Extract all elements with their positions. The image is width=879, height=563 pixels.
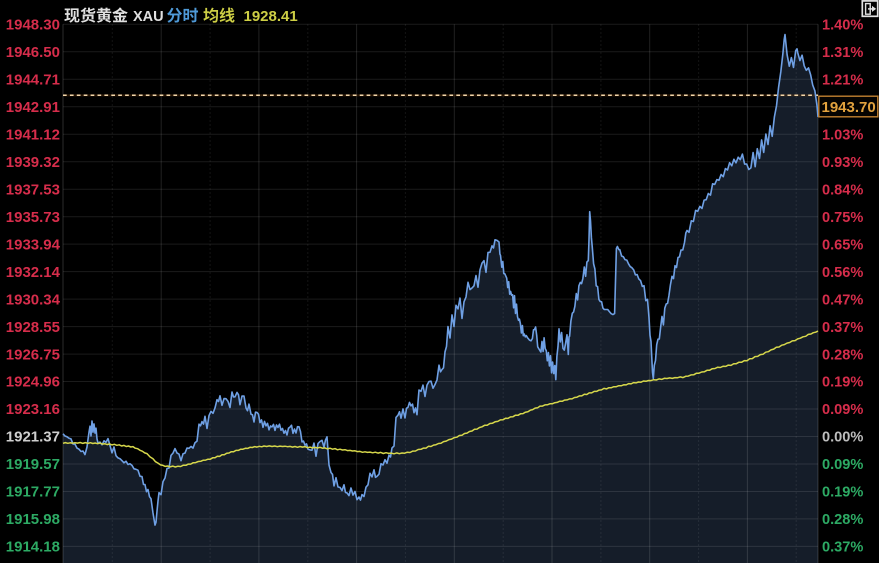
svg-text:1.31%: 1.31% bbox=[822, 45, 863, 61]
svg-text:0.37%: 0.37% bbox=[822, 540, 863, 556]
svg-text:1948.30: 1948.30 bbox=[6, 17, 60, 34]
svg-text:1915.98: 1915.98 bbox=[6, 511, 60, 528]
svg-text:0.28%: 0.28% bbox=[822, 347, 863, 363]
svg-text:1928.41: 1928.41 bbox=[244, 8, 298, 25]
svg-text:1935.73: 1935.73 bbox=[6, 209, 60, 226]
svg-text:0.75%: 0.75% bbox=[822, 210, 863, 226]
svg-text:1937.53: 1937.53 bbox=[6, 181, 60, 198]
svg-text:1.21%: 1.21% bbox=[822, 73, 863, 89]
svg-text:1941.12: 1941.12 bbox=[6, 126, 60, 143]
svg-text:1943.70: 1943.70 bbox=[822, 99, 876, 116]
svg-text:1946.50: 1946.50 bbox=[6, 44, 60, 61]
svg-text:0.93%: 0.93% bbox=[822, 155, 863, 171]
svg-text:0.37%: 0.37% bbox=[822, 320, 863, 336]
svg-text:1924.96: 1924.96 bbox=[6, 374, 60, 391]
svg-text:1926.75: 1926.75 bbox=[6, 346, 60, 363]
svg-text:1921.37: 1921.37 bbox=[6, 429, 60, 446]
svg-text:1919.57: 1919.57 bbox=[6, 456, 60, 473]
svg-text:1939.32: 1939.32 bbox=[6, 154, 60, 171]
svg-text:XAU: XAU bbox=[133, 9, 164, 25]
svg-text:0.84%: 0.84% bbox=[822, 182, 863, 198]
svg-text:1.03%: 1.03% bbox=[822, 127, 863, 143]
svg-text:1942.91: 1942.91 bbox=[6, 99, 60, 116]
svg-text:0.19%: 0.19% bbox=[822, 485, 863, 501]
svg-text:1933.94: 1933.94 bbox=[6, 236, 61, 253]
svg-text:0.19%: 0.19% bbox=[822, 375, 863, 391]
svg-text:1928.55: 1928.55 bbox=[6, 319, 60, 336]
svg-text:1944.71: 1944.71 bbox=[6, 72, 60, 89]
svg-text:0.65%: 0.65% bbox=[822, 237, 863, 253]
svg-text:0.00%: 0.00% bbox=[822, 430, 863, 446]
svg-text:0.47%: 0.47% bbox=[822, 292, 863, 308]
svg-text:1917.77: 1917.77 bbox=[6, 484, 60, 501]
svg-text:1932.14: 1932.14 bbox=[6, 264, 61, 281]
svg-text:1914.18: 1914.18 bbox=[6, 539, 60, 556]
svg-text:0.09%: 0.09% bbox=[822, 402, 863, 418]
svg-text:0.09%: 0.09% bbox=[822, 457, 863, 473]
svg-text:1930.34: 1930.34 bbox=[6, 291, 61, 308]
svg-text:0.56%: 0.56% bbox=[822, 265, 863, 281]
svg-text:1.40%: 1.40% bbox=[822, 18, 863, 34]
svg-text:0.28%: 0.28% bbox=[822, 512, 863, 528]
svg-text:1923.16: 1923.16 bbox=[6, 401, 60, 418]
